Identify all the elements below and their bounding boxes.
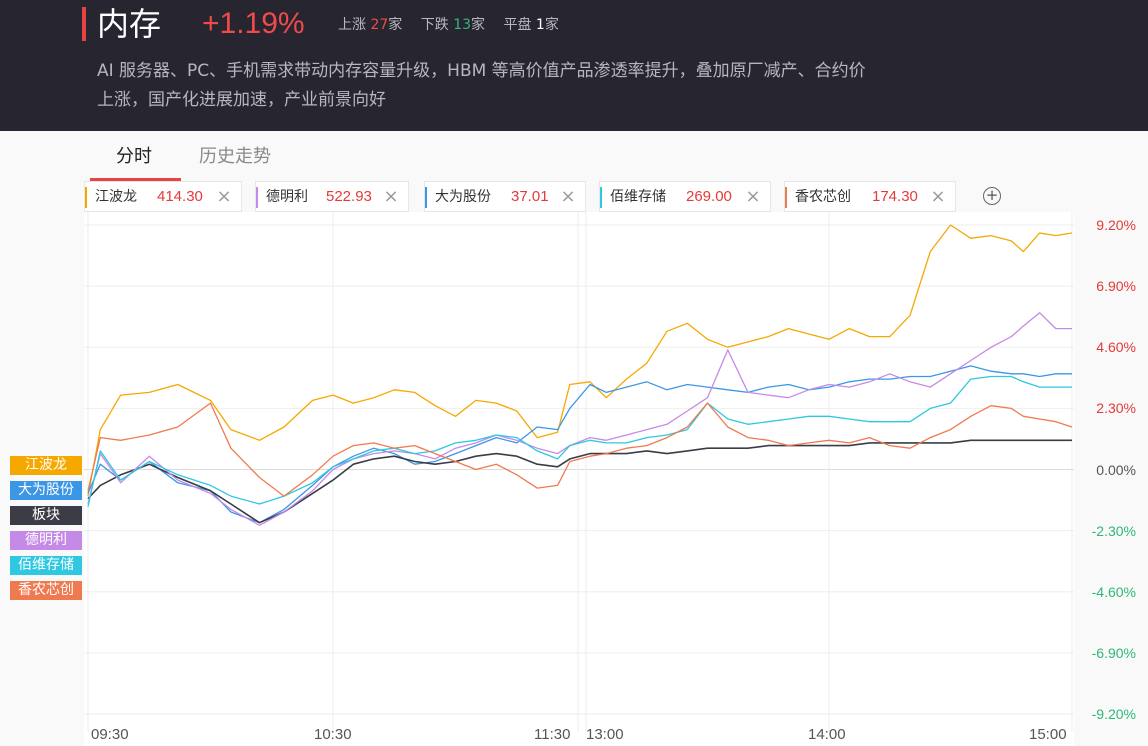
chip-stock-name: 德明利 xyxy=(266,189,308,205)
chip-color-bar xyxy=(85,187,87,208)
active-tab-indicator xyxy=(90,178,181,181)
close-icon[interactable]: × xyxy=(383,186,399,207)
y-tick-label: -2.30% xyxy=(1091,522,1136,539)
chip-stock-price: 522.93 xyxy=(326,188,372,205)
close-icon[interactable]: × xyxy=(560,186,576,207)
y-tick-label: -6.90% xyxy=(1091,644,1136,661)
series-line xyxy=(87,402,1073,497)
close-icon[interactable]: × xyxy=(930,186,946,207)
plot-area xyxy=(84,212,1074,746)
chip-color-bar xyxy=(600,187,602,208)
chip-stock-name: 香农芯创 xyxy=(795,189,851,205)
tab-bar: 分时 历史走势 xyxy=(0,131,1148,181)
sector-description: AI 服务器、PC、手机需求带动内存容量升级，HBM 等高价值产品渗透率提升，叠… xyxy=(97,61,866,110)
chip-stock-name: 大为股份 xyxy=(435,189,491,205)
intraday-chart xyxy=(84,212,1074,746)
breadth-stats: 上涨 27家 下跌 13家 平盘 1家 xyxy=(338,15,559,35)
sector-change: +1.19% xyxy=(202,7,305,40)
x-tick-label: 10:30 xyxy=(314,726,352,743)
chip-stock-price: 269.00 xyxy=(686,188,732,205)
y-tick-label: 0.00% xyxy=(1096,461,1136,478)
up-count: 27 xyxy=(370,17,389,33)
down-count: 13 xyxy=(453,17,472,33)
chip-stock-price: 174.30 xyxy=(872,188,918,205)
chip-stock-name: 佰维存储 xyxy=(610,189,666,205)
series-line xyxy=(87,365,1072,524)
legend-tag: 板块 xyxy=(10,506,82,525)
y-tick-label: 4.60% xyxy=(1096,339,1136,356)
legend-tag: 大为股份 xyxy=(10,481,82,500)
x-tick-label: 13:00 xyxy=(586,726,624,743)
page-title: 内存 xyxy=(97,5,162,43)
y-tick-label: 9.20% xyxy=(1096,217,1136,233)
y-tick-label: 2.30% xyxy=(1096,400,1136,417)
flat-label: 平盘 xyxy=(503,17,532,33)
chip-color-bar xyxy=(425,187,427,208)
y-tick-label: -4.60% xyxy=(1091,583,1136,600)
flat-count: 1 xyxy=(535,17,545,33)
header: 内存 +1.19% 上涨 27家 下跌 13家 平盘 1家 AI 服务器、PC、… xyxy=(0,0,1148,131)
chip-stock-name: 江波龙 xyxy=(95,189,137,205)
down-unit: 家 xyxy=(471,17,486,33)
close-icon[interactable]: × xyxy=(216,186,232,207)
chip-color-bar xyxy=(256,187,258,208)
x-tick-label: 11:30 xyxy=(534,726,571,743)
stock-chip[interactable]: 大为股份 37.01 × xyxy=(424,181,586,212)
stock-chip[interactable]: 香农芯创 174.30 × xyxy=(784,181,956,212)
down-label: 下跌 xyxy=(420,17,449,33)
legend-tag: 佰维存储 xyxy=(10,556,82,575)
tab-intraday[interactable]: 分时 xyxy=(116,146,152,167)
flat-unit: 家 xyxy=(544,17,559,33)
plus-circle-icon[interactable]: + xyxy=(983,187,1001,205)
series-line xyxy=(87,312,1072,526)
stock-chip[interactable]: 江波龙 414.30 × xyxy=(84,181,242,212)
legend-tag: 香农芯创 xyxy=(10,581,82,600)
legend-tag: 江波龙 xyxy=(10,456,82,475)
x-tick-label: 09:30 xyxy=(91,726,129,743)
up-label: 上涨 xyxy=(338,17,366,33)
chip-stock-price: 414.30 xyxy=(157,188,203,205)
stock-chip[interactable]: 佰维存储 269.00 × xyxy=(599,181,771,212)
x-tick-label: 15:00 xyxy=(1029,726,1067,743)
y-tick-label: 6.90% xyxy=(1096,278,1136,295)
y-tick-label: -9.20% xyxy=(1091,706,1136,722)
chip-color-bar xyxy=(785,187,787,208)
series-line xyxy=(87,224,1073,497)
close-icon[interactable]: × xyxy=(745,186,761,207)
tab-history[interactable]: 历史走势 xyxy=(199,146,271,167)
stock-chip[interactable]: 德明利 522.93 × xyxy=(255,181,409,212)
x-tick-label: 14:00 xyxy=(808,726,846,743)
chip-stock-price: 37.01 xyxy=(511,188,549,205)
stock-chip-bar: 江波龙 414.30 × 德明利 522.93 × 大为股份 37.01 × 佰维存储 269.00… xyxy=(0,181,1148,212)
legend-tag: 德明利 xyxy=(10,531,82,550)
up-unit: 家 xyxy=(388,17,403,33)
title-accent-bar xyxy=(82,7,86,41)
